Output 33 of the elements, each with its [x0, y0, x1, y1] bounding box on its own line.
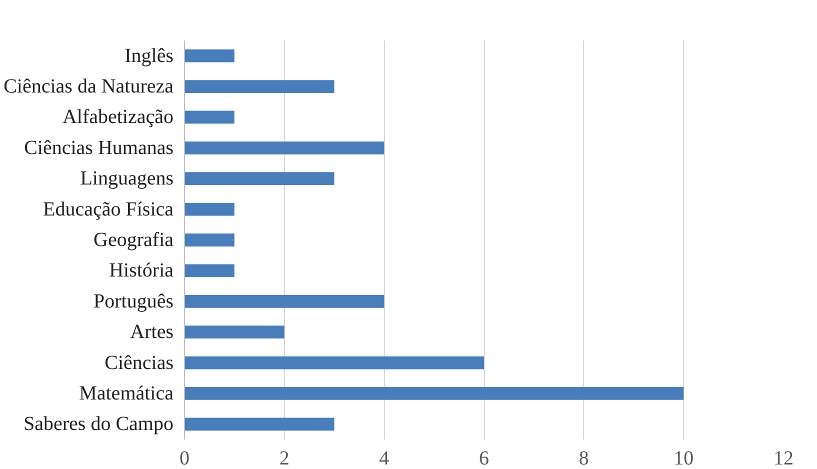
bar [184, 49, 234, 62]
x-tick-label: 0 [180, 448, 190, 469]
x-tick-label: 6 [479, 448, 489, 469]
bar [184, 234, 234, 246]
bar [184, 294, 384, 308]
bar [184, 80, 334, 93]
bar [184, 202, 234, 216]
x-tick-label: 2 [279, 448, 290, 469]
y-tick-label: Saberes do Campo [24, 413, 174, 436]
y-tick-label: Educação Física [43, 198, 174, 220]
bar [184, 418, 334, 431]
y-tick-label: Ciências Humanas [24, 136, 174, 159]
y-tick-label: Português [94, 290, 174, 312]
x-tick-label: 4 [379, 448, 390, 469]
y-tick-label: Linguagens [80, 168, 174, 190]
y-tick-label: Ciências da Natureza [4, 76, 174, 98]
bar [184, 356, 484, 370]
bar [184, 264, 234, 278]
bar [184, 141, 384, 154]
y-tick-label: Artes [130, 321, 174, 344]
x-tick-label: 10 [674, 448, 694, 469]
y-tick-label: Alfabetização [62, 106, 174, 128]
y-tick-label: História [109, 260, 174, 282]
bar [184, 387, 684, 400]
bar [184, 326, 284, 339]
x-tick-label: 8 [578, 448, 589, 469]
bar [184, 172, 334, 186]
y-tick-label: Geografia [94, 229, 174, 251]
bar [184, 110, 234, 124]
x-tick-label: 12 [774, 448, 794, 469]
y-tick-label: Inglês [124, 44, 174, 67]
y-tick-label: Matemática [79, 382, 174, 404]
y-tick-label: Ciências [104, 352, 174, 374]
